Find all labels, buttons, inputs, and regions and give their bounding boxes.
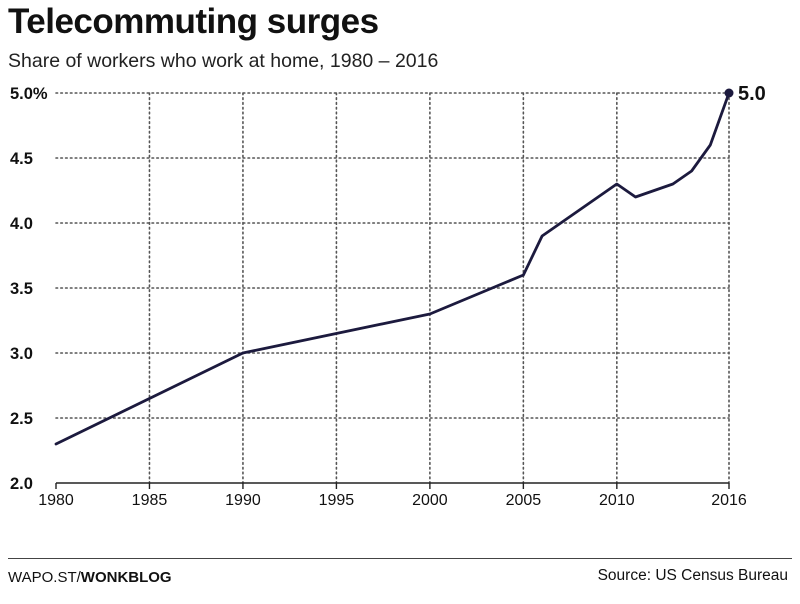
y-tick-label: 3.5 bbox=[10, 280, 33, 298]
end-point-marker bbox=[724, 88, 734, 98]
footer-credit: Source: US Census Bureau bbox=[597, 567, 788, 584]
chart-subtitle: Share of workers who work at home, 1980 … bbox=[8, 50, 439, 72]
series-line bbox=[54, 91, 731, 446]
footer-brand: WAPO.ST/WONKBLOG bbox=[8, 569, 172, 586]
axis-layer: 2.0 2.5 3.0 3.5 4.0 4.5 5.0% 1980 1985 1990 1995 20… bbox=[10, 85, 747, 509]
y-tick-label: 2.5 bbox=[10, 410, 33, 428]
series-layer: 5.0 bbox=[54, 83, 766, 446]
y-tick-label: 4.0 bbox=[10, 215, 33, 233]
x-tick-label: 2005 bbox=[506, 492, 542, 509]
end-point-label: 5.0 bbox=[738, 83, 766, 105]
x-tick-label: 2000 bbox=[412, 492, 448, 509]
chart-title: Telecommuting surges bbox=[8, 2, 379, 41]
y-tick-label: 5.0% bbox=[10, 85, 48, 103]
y-tick-label: 2.0 bbox=[10, 475, 33, 493]
footer-source-brand: WONKBLOG bbox=[80, 569, 172, 586]
y-tick-label: 3.0 bbox=[10, 345, 33, 363]
x-tick-label: 1995 bbox=[319, 492, 355, 509]
x-tick-label: 2010 bbox=[599, 492, 635, 509]
grid-layer bbox=[55, 92, 730, 484]
footer-source-prefix: WAPO.ST/ bbox=[8, 569, 81, 586]
x-tick-label: 1980 bbox=[38, 492, 74, 509]
x-tick-label: 2016 bbox=[711, 492, 747, 509]
footer-divider bbox=[8, 558, 792, 559]
y-tick-label: 4.5 bbox=[10, 150, 33, 168]
line-chart: 2.0 2.5 3.0 3.5 4.0 4.5 5.0% 1980 1985 1990 1995 20… bbox=[10, 83, 766, 509]
x-tick-label: 1985 bbox=[132, 492, 168, 509]
x-tick-label: 1990 bbox=[225, 492, 261, 509]
